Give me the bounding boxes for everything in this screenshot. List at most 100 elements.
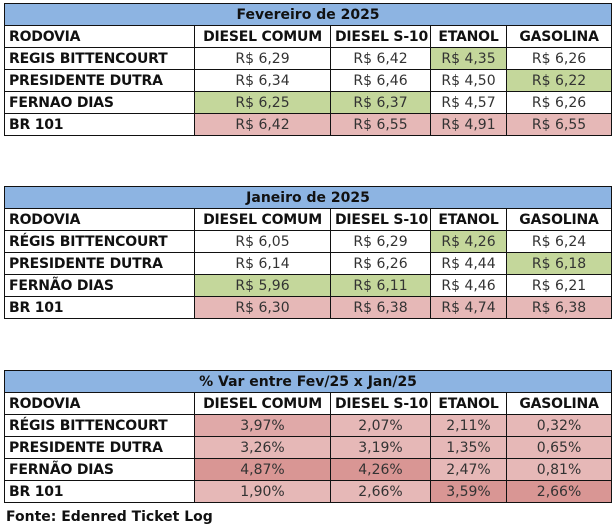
rodovia-name: FERNÃO DIAS xyxy=(4,274,195,297)
rodovia-name: FERNAO DIAS xyxy=(4,91,195,114)
table-row: FERNAO DIAS R$ 6,25 R$ 6,37 R$ 4,57 R$ 6,26 xyxy=(4,91,613,114)
value-cell: 4,26% xyxy=(330,458,431,481)
value-cell: 3,59% xyxy=(430,480,507,503)
rodovia-name: PRESIDENTE DUTRA xyxy=(4,436,195,459)
rodovia-name: BR 101 xyxy=(4,480,195,503)
table-row: PRESIDENTE DUTRA R$ 6,14 R$ 6,26 R$ 4,44 R$ … xyxy=(4,252,613,275)
value-cell: 3,19% xyxy=(330,436,431,459)
rodovia-name: BR 101 xyxy=(4,113,195,136)
value-cell: R$ 6,37 xyxy=(330,91,431,114)
source-note: Fonte: Edenred Ticket Log xyxy=(6,509,213,525)
column-header: DIESEL S-10 xyxy=(330,25,431,48)
rodovia-name: BR 101 xyxy=(4,296,195,319)
value-cell: R$ 6,26 xyxy=(505,47,613,70)
value-cell: R$ 6,11 xyxy=(330,274,431,297)
column-header: ETANOL xyxy=(430,25,507,48)
table-row: BR 101 1,90% 2,66% 3,59% 2,66% xyxy=(4,480,613,503)
column-header: GASOLINA xyxy=(505,392,613,415)
column-header: RODOVIA xyxy=(4,25,195,48)
column-header: RODOVIA xyxy=(4,392,195,415)
header-row: RODOVIA DIESEL COMUM DIESEL S-10 ETANOL GASO… xyxy=(4,208,613,231)
variation-table: % Var entre Fev/25 x Jan/25 RODOVIA DIESEL… xyxy=(3,370,613,503)
value-cell: R$ 4,26 xyxy=(430,230,507,253)
table-row: REGIS BITTENCOURT R$ 6,29 R$ 6,42 R$ 4,35 R$… xyxy=(4,47,613,70)
value-cell: R$ 6,38 xyxy=(505,296,613,319)
column-header: ETANOL xyxy=(430,208,507,231)
value-cell: 0,65% xyxy=(505,436,613,459)
table-row: PRESIDENTE DUTRA R$ 6,34 R$ 6,46 R$ 4,50 R$ … xyxy=(4,69,613,92)
value-cell: R$ 4,50 xyxy=(430,69,507,92)
rodovia-name: PRESIDENTE DUTRA xyxy=(4,252,195,275)
value-cell: R$ 6,26 xyxy=(330,252,431,275)
value-cell: 1,35% xyxy=(430,436,507,459)
table-row: RÉGIS BITTENCOURT R$ 6,05 R$ 6,29 R$ 4,26 R$… xyxy=(4,230,613,253)
value-cell: R$ 6,22 xyxy=(505,69,613,92)
column-header: DIESEL COMUM xyxy=(194,25,331,48)
rodovia-name: REGIS BITTENCOURT xyxy=(4,47,195,70)
value-cell: 2,66% xyxy=(330,480,431,503)
value-cell: R$ 6,46 xyxy=(330,69,431,92)
column-header: RODOVIA xyxy=(4,208,195,231)
value-cell: 3,26% xyxy=(194,436,331,459)
value-cell: R$ 4,57 xyxy=(430,91,507,114)
rodovia-name: RÉGIS BITTENCOURT xyxy=(4,230,195,253)
table-title: Fevereiro de 2025 xyxy=(3,3,613,26)
column-header: DIESEL S-10 xyxy=(330,392,431,415)
column-header: GASOLINA xyxy=(505,25,613,48)
rodovia-name: RÉGIS BITTENCOURT xyxy=(4,414,195,437)
value-cell: R$ 5,96 xyxy=(194,274,331,297)
value-cell: R$ 4,46 xyxy=(430,274,507,297)
value-cell: R$ 6,29 xyxy=(194,47,331,70)
value-cell: R$ 6,05 xyxy=(194,230,331,253)
table-title-row: Janeiro de 2025 xyxy=(3,186,613,209)
value-cell: R$ 6,42 xyxy=(194,113,331,136)
value-cell: R$ 4,35 xyxy=(430,47,507,70)
column-header: DIESEL COMUM xyxy=(194,208,331,231)
value-cell: 4,87% xyxy=(194,458,331,481)
table-title-row: Fevereiro de 2025 xyxy=(3,3,613,26)
value-cell: 2,07% xyxy=(330,414,431,437)
header-row: RODOVIA DIESEL COMUM DIESEL S-10 ETANOL GASO… xyxy=(4,392,613,415)
value-cell: R$ 6,29 xyxy=(330,230,431,253)
value-cell: R$ 4,74 xyxy=(430,296,507,319)
value-cell: R$ 6,21 xyxy=(505,274,613,297)
column-header: GASOLINA xyxy=(505,208,613,231)
table-row: BR 101 R$ 6,42 R$ 6,55 R$ 4,91 R$ 6,55 xyxy=(4,113,613,136)
value-cell: 2,47% xyxy=(430,458,507,481)
value-cell: R$ 6,55 xyxy=(505,113,613,136)
value-cell: 3,97% xyxy=(194,414,331,437)
value-cell: R$ 6,24 xyxy=(505,230,613,253)
value-cell: 2,11% xyxy=(430,414,507,437)
value-cell: R$ 4,44 xyxy=(430,252,507,275)
column-header: ETANOL xyxy=(430,392,507,415)
fevereiro-2025-table: Fevereiro de 2025 RODOVIA DIESEL COMUM DIES… xyxy=(3,3,613,136)
table-title: Janeiro de 2025 xyxy=(3,186,613,209)
value-cell: R$ 6,34 xyxy=(194,69,331,92)
value-cell: 0,81% xyxy=(505,458,613,481)
value-cell: R$ 6,14 xyxy=(194,252,331,275)
table-title: % Var entre Fev/25 x Jan/25 xyxy=(3,370,613,393)
column-header: DIESEL COMUM xyxy=(194,392,331,415)
table-row: PRESIDENTE DUTRA 3,26% 3,19% 1,35% 0,65% xyxy=(4,436,613,459)
value-cell: R$ 4,91 xyxy=(430,113,507,136)
column-header: DIESEL S-10 xyxy=(330,208,431,231)
value-cell: 0,32% xyxy=(505,414,613,437)
value-cell: R$ 6,55 xyxy=(330,113,431,136)
value-cell: R$ 6,42 xyxy=(330,47,431,70)
value-cell: R$ 6,26 xyxy=(505,91,613,114)
value-cell: 2,66% xyxy=(505,480,613,503)
table-row: FERNÃO DIAS R$ 5,96 R$ 6,11 R$ 4,46 R$ 6,21 xyxy=(4,274,613,297)
value-cell: R$ 6,30 xyxy=(194,296,331,319)
rodovia-name: PRESIDENTE DUTRA xyxy=(4,69,195,92)
table-title-row: % Var entre Fev/25 x Jan/25 xyxy=(3,370,613,393)
table-row: FERNÃO DIAS 4,87% 4,26% 2,47% 0,81% xyxy=(4,458,613,481)
janeiro-2025-table: Janeiro de 2025 RODOVIA DIESEL COMUM DIESEL… xyxy=(3,186,613,319)
table-row: BR 101 R$ 6,30 R$ 6,38 R$ 4,74 R$ 6,38 xyxy=(4,296,613,319)
table-row: RÉGIS BITTENCOURT 3,97% 2,07% 2,11% 0,32% xyxy=(4,414,613,437)
value-cell: 1,90% xyxy=(194,480,331,503)
rodovia-name: FERNÃO DIAS xyxy=(4,458,195,481)
value-cell: R$ 6,18 xyxy=(505,252,613,275)
header-row: RODOVIA DIESEL COMUM DIESEL S-10 ETANOL GASO… xyxy=(4,25,613,48)
value-cell: R$ 6,25 xyxy=(194,91,331,114)
value-cell: R$ 6,38 xyxy=(330,296,431,319)
